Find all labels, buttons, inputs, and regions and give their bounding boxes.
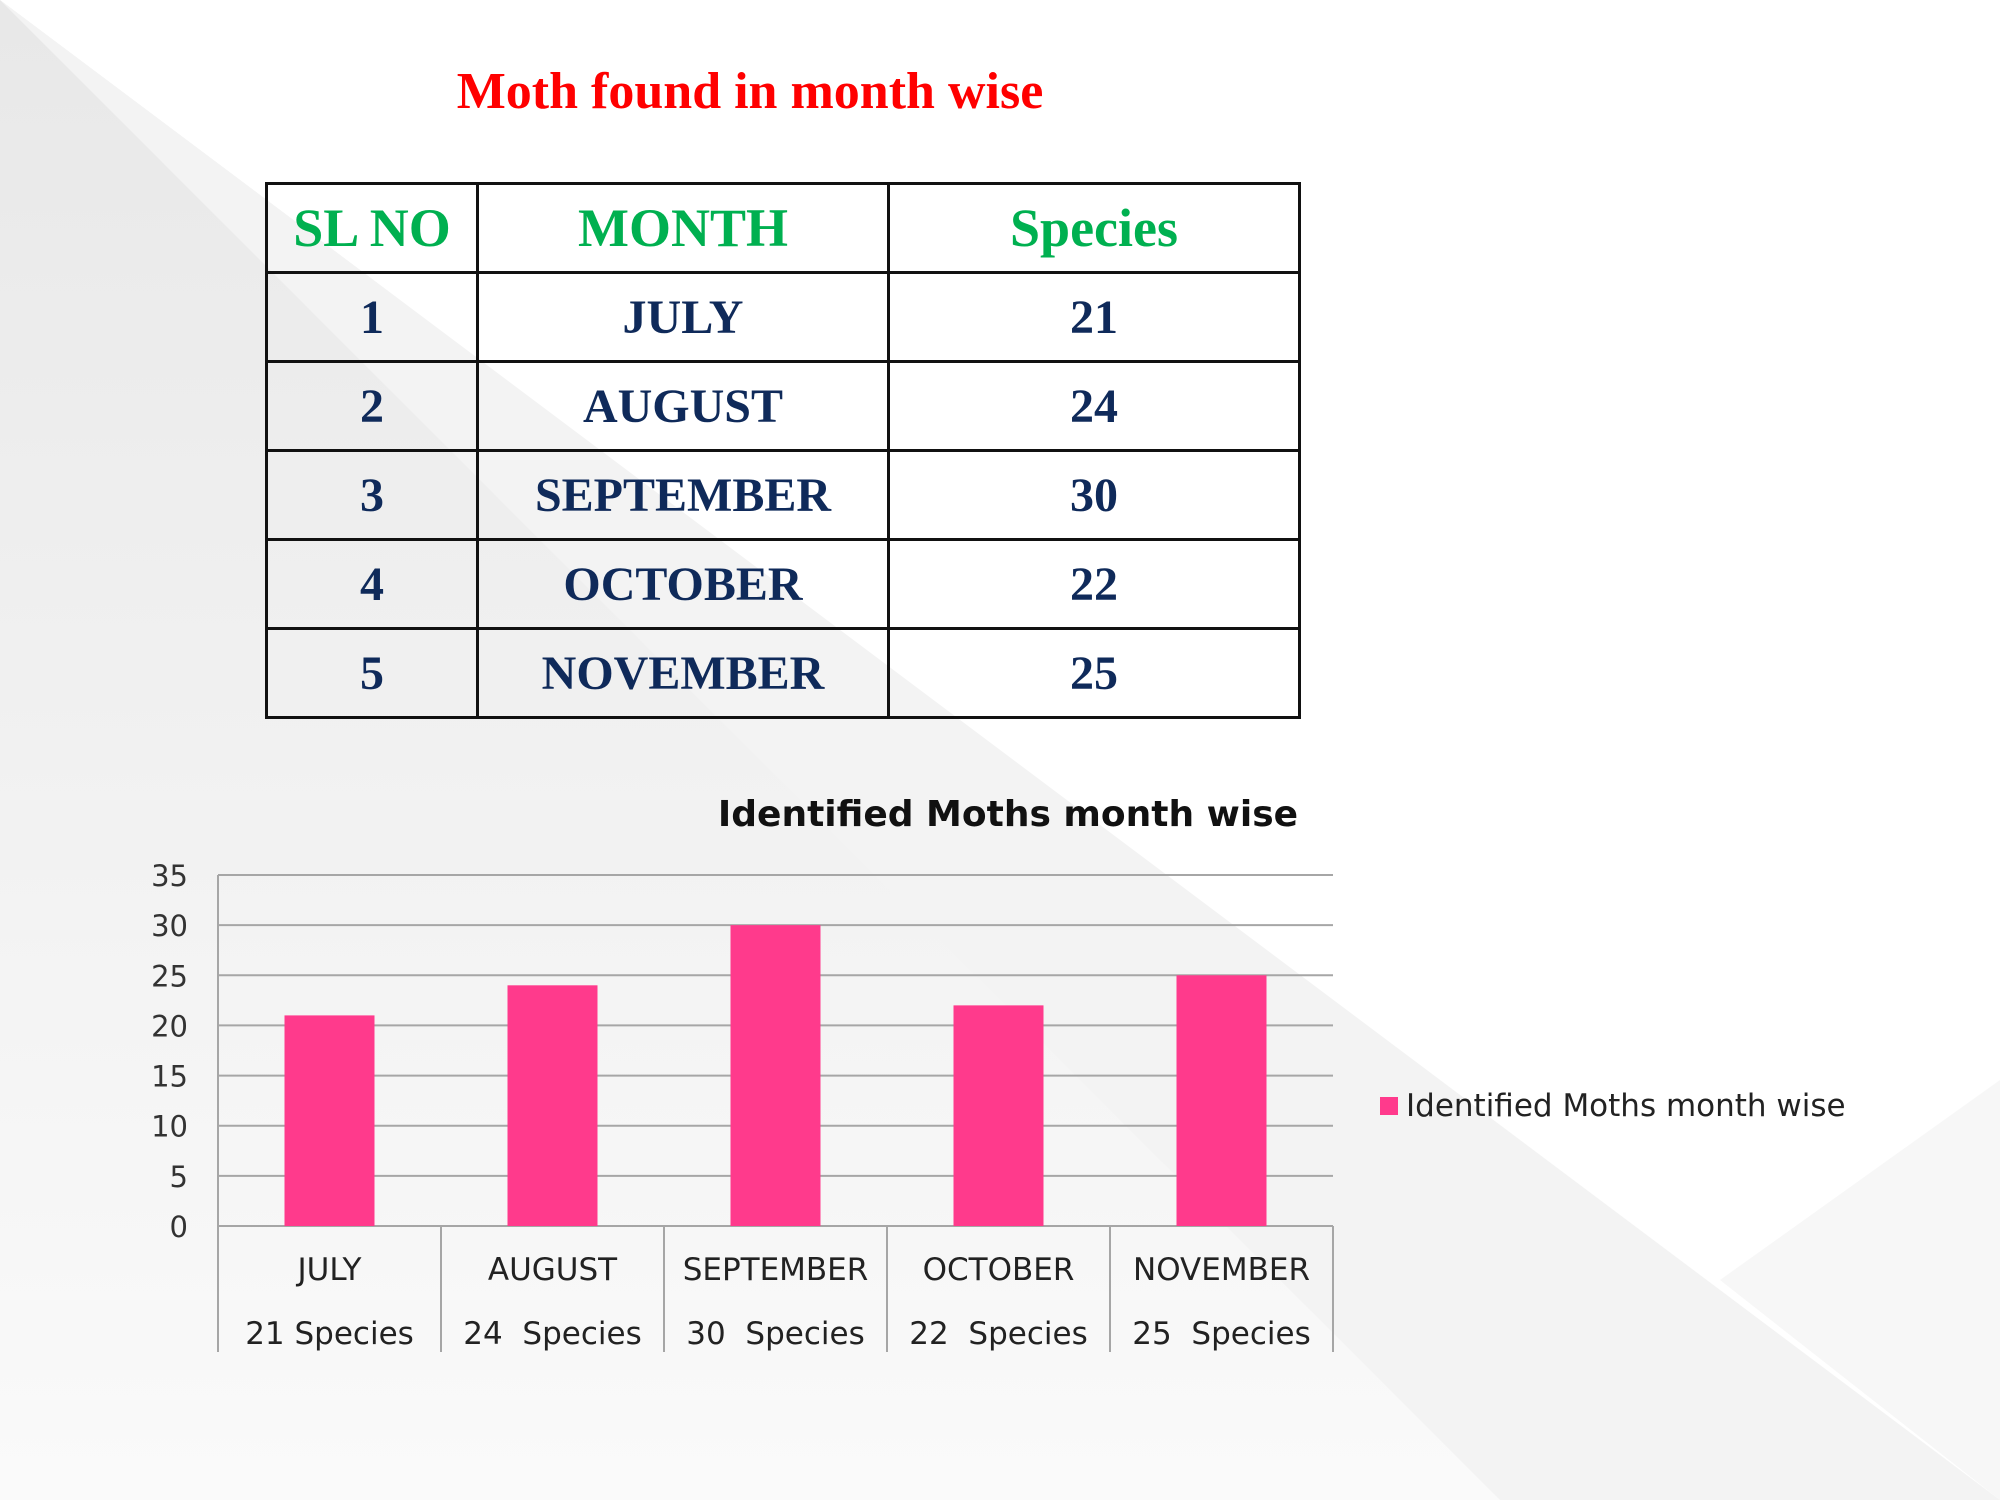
table-row: 5 NOVEMBER 25 — [265, 627, 1301, 719]
y-tick-label: 10 — [151, 1110, 188, 1144]
species-table: SL NO MONTH Species 1 JULY 21 2 AUGUST 2… — [265, 182, 1301, 719]
x-tick-label: SEPTEMBER — [683, 1252, 869, 1288]
x-tick-label: AUGUST — [488, 1252, 618, 1288]
table-row: 4 OCTOBER 22 — [265, 538, 1301, 630]
table-cell-sl: 3 — [265, 449, 479, 541]
table-cell-month: SEPTEMBER — [476, 449, 890, 541]
y-tick-label: 30 — [151, 909, 188, 943]
bar — [953, 1005, 1044, 1226]
table-header-row: SL NO MONTH Species — [265, 182, 1301, 274]
header-sl-no: SL NO — [265, 182, 479, 274]
table-row: 2 AUGUST 24 — [265, 360, 1301, 452]
bar — [507, 985, 598, 1226]
bar — [284, 1015, 375, 1226]
x-tick-label: OCTOBER — [923, 1252, 1075, 1288]
table-cell-species: 30 — [887, 449, 1301, 541]
table-cell-month: OCTOBER — [476, 538, 890, 630]
y-tick-label: 20 — [151, 1009, 188, 1043]
legend-swatch — [1380, 1097, 1398, 1115]
x-tick-sublabel: 24 Species — [463, 1316, 641, 1352]
y-tick-label: 15 — [151, 1060, 188, 1094]
x-tick-sublabel: 25 Species — [1132, 1316, 1310, 1352]
legend-label: Identified Moths month wise — [1406, 1088, 1846, 1124]
x-tick-label: NOVEMBER — [1133, 1252, 1310, 1288]
bar — [1176, 975, 1267, 1226]
page-title: Moth found in month wise — [456, 63, 1044, 120]
y-tick-label: 35 — [151, 859, 188, 893]
bar — [730, 925, 821, 1226]
table-cell-species: 22 — [887, 538, 1301, 630]
table-row: 3 SEPTEMBER 30 — [265, 449, 1301, 541]
table-cell-sl: 1 — [265, 271, 479, 363]
header-species: Species — [887, 182, 1301, 274]
table-cell-sl: 5 — [265, 627, 479, 719]
x-tick-sublabel: 21 Species — [245, 1316, 414, 1352]
table-cell-month: AUGUST — [476, 360, 890, 452]
y-tick-label: 25 — [151, 959, 188, 993]
table-cell-sl: 2 — [265, 360, 479, 452]
table-row: 1 JULY 21 — [265, 271, 1301, 363]
table-cell-species: 25 — [887, 627, 1301, 719]
chart-title: Identified Moths month wise — [718, 794, 1298, 835]
x-tick-sublabel: 22 Species — [909, 1316, 1087, 1352]
header-month: MONTH — [476, 182, 890, 274]
table-cell-species: 21 — [887, 271, 1301, 363]
table-cell-species: 24 — [887, 360, 1301, 452]
table-cell-month: NOVEMBER — [476, 627, 890, 719]
x-tick-sublabel: 30 Species — [686, 1316, 864, 1352]
y-tick-label: 5 — [170, 1160, 188, 1194]
x-tick-label: JULY — [296, 1252, 362, 1288]
y-tick-label: 0 — [170, 1210, 188, 1244]
table-cell-month: JULY — [476, 271, 890, 363]
table-cell-sl: 4 — [265, 538, 479, 630]
